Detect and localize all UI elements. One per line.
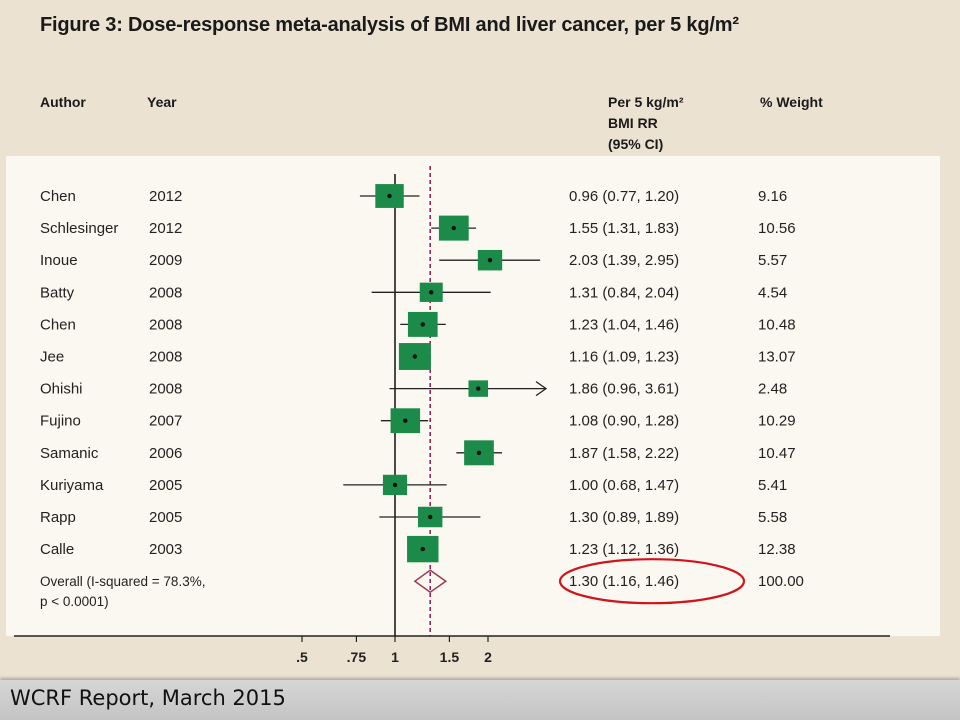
study-rr-ci-text: 1.23 (1.04, 1.46) bbox=[569, 316, 679, 333]
overall-estimate-diamond bbox=[413, 569, 448, 594]
study-year-label: 2008 bbox=[149, 381, 182, 398]
study-year-label: 2007 bbox=[149, 413, 182, 430]
study-year-label: 2005 bbox=[149, 477, 182, 494]
x-axis-tick-label: 1.5 bbox=[440, 649, 460, 665]
point-estimate-marker bbox=[420, 322, 425, 327]
study-year-label: 2012 bbox=[149, 188, 182, 205]
point-estimate-marker bbox=[451, 225, 457, 231]
x-axis-area bbox=[0, 636, 960, 680]
point-estimate-marker bbox=[428, 514, 433, 520]
figure-title: Figure 3: Dose-response meta-analysis of… bbox=[40, 14, 739, 36]
study-author-label: Batty bbox=[40, 284, 75, 301]
ci-truncation-arrow bbox=[535, 381, 548, 397]
study-rr-ci-text: 0.96 (0.77, 1.20) bbox=[569, 188, 679, 205]
study-weight-text: 12.38 bbox=[758, 541, 796, 558]
study-year-label: 2008 bbox=[149, 349, 182, 366]
study-author-label: Chen bbox=[40, 316, 76, 333]
footer-bar: WCRF Report, March 2015 bbox=[0, 680, 960, 720]
x-axis-tick-label: .5 bbox=[296, 649, 308, 665]
x-axis-tick-label: 2 bbox=[484, 649, 492, 665]
overall-label-line2: p < 0.0001) bbox=[40, 594, 109, 609]
study-author-label: Chen bbox=[40, 188, 76, 205]
overall-label-line1: Overall (I-squared = 78.3%, bbox=[40, 574, 205, 589]
point-estimate-marker bbox=[429, 290, 434, 295]
study-weight-text: 10.47 bbox=[758, 445, 796, 462]
x-axis-tick-label: .75 bbox=[347, 649, 367, 665]
weight-column-header: % Weight bbox=[760, 94, 823, 110]
highlight-ellipse bbox=[558, 558, 746, 605]
study-rr-ci-text: 1.16 (1.09, 1.23) bbox=[569, 349, 679, 366]
study-weight-text: 4.54 bbox=[758, 284, 787, 301]
year-column-header: Year bbox=[147, 94, 177, 110]
study-rr-ci-text: 1.86 (0.96, 3.61) bbox=[569, 381, 679, 398]
study-weight-text: 2.48 bbox=[758, 381, 787, 398]
rr-column-header-line2: BMI RR bbox=[608, 115, 658, 131]
point-estimate-marker bbox=[392, 482, 398, 488]
study-weight-text: 10.48 bbox=[758, 316, 796, 333]
study-author-label: Schlesinger bbox=[40, 220, 118, 237]
study-rr-ci-text: 1.87 (1.58, 2.22) bbox=[569, 445, 679, 462]
study-year-label: 2009 bbox=[149, 252, 182, 269]
study-year-label: 2003 bbox=[149, 541, 182, 558]
author-column-header: Author bbox=[40, 94, 86, 110]
study-weight-text: 9.16 bbox=[758, 188, 787, 205]
study-weight-text: 10.29 bbox=[758, 413, 796, 430]
point-estimate-marker bbox=[420, 546, 425, 552]
x-axis-tick-label: 1 bbox=[391, 649, 399, 665]
study-weight-text: 5.57 bbox=[758, 252, 787, 269]
footer-source-text: WCRF Report, March 2015 bbox=[10, 686, 286, 710]
study-rr-ci-text: 1.23 (1.12, 1.36) bbox=[569, 541, 679, 558]
point-estimate-marker bbox=[412, 354, 418, 359]
rr-column-header-line1: Per 5 kg/m² bbox=[608, 94, 684, 110]
study-year-label: 2012 bbox=[149, 220, 182, 237]
study-author-label: Ohishi bbox=[40, 381, 83, 398]
study-weight-text: 13.07 bbox=[758, 349, 796, 366]
study-weight-text: 5.58 bbox=[758, 509, 787, 526]
overall-weight-text: 100.00 bbox=[758, 573, 804, 590]
study-author-label: Jee bbox=[40, 349, 64, 366]
point-estimate-marker bbox=[476, 450, 482, 455]
study-rr-ci-text: 1.08 (0.90, 1.28) bbox=[569, 413, 679, 430]
study-year-label: 2008 bbox=[149, 316, 182, 333]
point-estimate-marker bbox=[403, 418, 408, 423]
study-author-label: Calle bbox=[40, 541, 74, 558]
forest-plot-svg: Chen 2012 0.96 (0.77, 1.20) 9.16 Schlesinger… bbox=[14, 166, 890, 665]
study-year-label: 2008 bbox=[149, 284, 182, 301]
study-rr-ci-text: 1.55 (1.31, 1.83) bbox=[569, 220, 679, 237]
study-rr-ci-text: 1.00 (0.68, 1.47) bbox=[569, 477, 679, 494]
study-year-label: 2006 bbox=[149, 445, 182, 462]
study-author-label: Rapp bbox=[40, 509, 76, 526]
study-author-label: Samanic bbox=[40, 445, 99, 462]
study-weight-text: 5.41 bbox=[758, 477, 787, 494]
study-rr-ci-text: 2.03 (1.39, 2.95) bbox=[569, 252, 679, 269]
study-author-label: Kuriyama bbox=[40, 477, 104, 494]
point-estimate-marker bbox=[487, 258, 493, 263]
study-rr-ci-text: 1.31 (0.84, 2.04) bbox=[569, 284, 679, 301]
point-estimate-marker bbox=[387, 193, 392, 199]
point-estimate-marker bbox=[476, 386, 481, 391]
study-author-label: Fujino bbox=[40, 413, 81, 430]
column-header-band: Author Year Per 5 kg/m² BMI RR (95% CI) … bbox=[0, 60, 960, 156]
rr-column-header-line3: (95% CI) bbox=[608, 136, 664, 152]
study-rr-ci-text: 1.30 (0.89, 1.89) bbox=[569, 509, 679, 526]
study-weight-text: 10.56 bbox=[758, 220, 796, 237]
overall-rr-ci-text: 1.30 (1.16, 1.46) bbox=[569, 573, 679, 590]
study-author-label: Inoue bbox=[40, 252, 78, 269]
study-year-label: 2005 bbox=[149, 509, 182, 526]
